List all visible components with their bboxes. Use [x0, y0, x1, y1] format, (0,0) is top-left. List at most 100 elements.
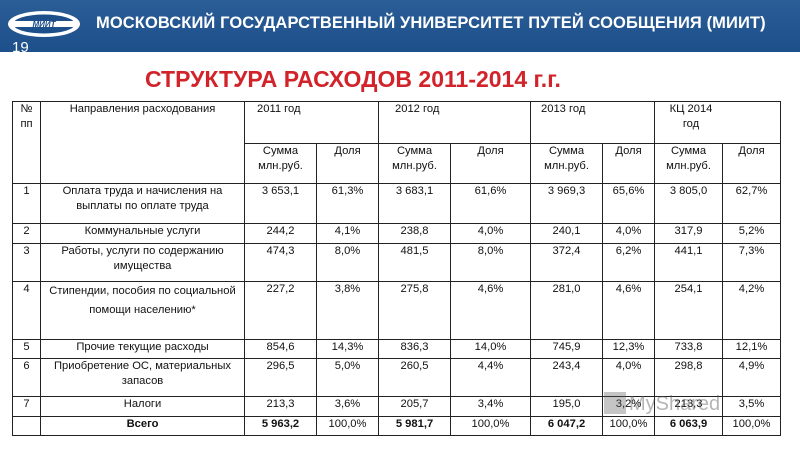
cell: 14,3%: [315, 339, 380, 359]
cell: 3,5%: [722, 396, 782, 417]
header-share: Доля: [722, 143, 782, 184]
table-subheader-row: Сумма млн.руб. Доля Сумма млн.руб. Доля …: [13, 143, 782, 184]
expense-table: № пп Направления расходования 2011 год 2…: [12, 101, 782, 436]
header-sum: Сумма млн.руб.: [244, 143, 317, 184]
university-title: МОСКОВСКИЙ ГОСУДАРСТВЕННЫЙ УНИВЕРСИТЕТ П…: [96, 14, 766, 32]
cell: 3,2%: [602, 396, 656, 417]
header-bar: МИИТ 19 МОСКОВСКИЙ ГОСУДАРСТВЕННЫЙ УНИВЕ…: [0, 0, 800, 56]
cell: 281,0: [530, 281, 604, 340]
row-num: 5: [12, 339, 41, 359]
total-label: Всего: [40, 416, 245, 436]
header-year-2014: КЦ 2014 год: [654, 101, 782, 144]
cell: 6,2%: [602, 243, 656, 282]
header-num: № пп: [12, 101, 41, 184]
cell: 3,4%: [450, 396, 532, 417]
row-name: Стипендии, пособия по социальной помощи …: [40, 281, 245, 340]
cell: 100,0%: [450, 416, 532, 436]
cell: 441,1: [654, 243, 724, 282]
cell: 243,4: [530, 358, 604, 397]
header-year-2013: 2013 год: [530, 101, 656, 144]
total-num: [12, 416, 41, 436]
cell: 12,1%: [722, 339, 782, 359]
cell: 5 963,2: [244, 416, 317, 436]
cell: 14,0%: [450, 339, 532, 359]
header-year-2012: 2012 год: [378, 101, 532, 144]
cell: 474,3: [244, 243, 317, 282]
cell: 8,0%: [450, 243, 532, 282]
row-name: Коммунальные услуги: [40, 223, 245, 244]
total-row: Всего 5 963,2 100,0% 5 981,7 100,0% 6 047,…: [12, 416, 782, 436]
slide-number: 19: [12, 39, 29, 56]
cell: 317,9: [654, 223, 724, 244]
cell: 244,2: [244, 223, 317, 244]
miit-logo: МИИТ: [8, 11, 80, 37]
row-num: 3: [12, 243, 41, 282]
cell: 260,5: [378, 358, 452, 397]
cell: 5,2%: [722, 223, 782, 244]
cell: 481,5: [378, 243, 452, 282]
cell: 836,3: [378, 339, 452, 359]
cell: 4,4%: [450, 358, 532, 397]
cell: 61,3%: [315, 183, 380, 224]
cell: 61,6%: [450, 183, 532, 224]
logo-text: МИИТ: [32, 20, 56, 29]
header-direction: Направления расходования: [40, 101, 245, 184]
cell: 227,2: [244, 281, 317, 340]
cell: 62,7%: [722, 183, 782, 224]
cell: 3 683,1: [378, 183, 452, 224]
cell: 296,5: [244, 358, 317, 397]
row-name: Работы, услуги по содержанию имущества: [40, 243, 245, 282]
cell: 238,8: [378, 223, 452, 244]
cell: 213,3: [244, 396, 317, 417]
cell: 4,1%: [315, 223, 380, 244]
row-name: Налоги: [40, 396, 245, 417]
row-num: 1: [12, 183, 41, 224]
cell: 12,3%: [602, 339, 656, 359]
cell: 100,0%: [722, 416, 782, 436]
cell: 4,2%: [722, 281, 782, 340]
table-row: 6 Приобретение ОС, материальных запасов …: [12, 358, 782, 397]
cell: 6 063,9: [654, 416, 724, 436]
header-sum: Сумма млн.руб.: [530, 143, 604, 184]
cell: 100,0%: [602, 416, 656, 436]
cell: 205,7: [378, 396, 452, 417]
table-row: 1 Оплата труда и начисления на выплаты п…: [12, 183, 782, 224]
row-name: Оплата труда и начисления на выплаты по …: [40, 183, 245, 224]
cell: 4,6%: [450, 281, 532, 340]
table-row: 7 Налоги 213,3 3,6% 205,7 3,4% 195,0 3,2% 2…: [12, 396, 782, 417]
cell: 5,0%: [315, 358, 380, 397]
cell: 733,8: [654, 339, 724, 359]
row-num: 4: [12, 281, 41, 340]
header-sum: Сумма млн.руб.: [654, 143, 724, 184]
table-header-row: № пп Направления расходования 2011 год 2…: [12, 101, 782, 184]
cell: 3 805,0: [654, 183, 724, 224]
cell: 6 047,2: [530, 416, 604, 436]
cell: 254,1: [654, 281, 724, 340]
table-row: 5 Прочие текущие расходы 854,6 14,3% 836,…: [12, 339, 782, 359]
cell: 5 981,7: [378, 416, 452, 436]
cell: 4,9%: [722, 358, 782, 397]
slide-title: СТРУКТУРА РАСХОДОВ 2011-2014 г.г.: [145, 66, 561, 92]
table-row: 4 Стипендии, пособия по социальной помощ…: [12, 281, 782, 340]
cell: 100,0%: [315, 416, 380, 436]
cell: 7,3%: [722, 243, 782, 282]
cell: 372,4: [530, 243, 604, 282]
cell: 298,8: [654, 358, 724, 397]
cell: 213,3: [654, 396, 724, 417]
cell: 3,8%: [315, 281, 380, 340]
row-name: Приобретение ОС, материальных запасов: [40, 358, 245, 397]
cell: 195,0: [530, 396, 604, 417]
header-share: Доля: [315, 143, 380, 184]
table-row: 2 Коммунальные услуги 244,2 4,1% 238,8 4,0…: [12, 223, 782, 244]
cell: 4,0%: [602, 358, 656, 397]
row-num: 6: [12, 358, 41, 397]
header-sum: Сумма млн.руб.: [378, 143, 452, 184]
cell: 240,1: [530, 223, 604, 244]
header-share: Доля: [450, 143, 532, 184]
table-row: 3 Работы, услуги по содержанию имущества…: [12, 243, 782, 282]
cell: 4,0%: [602, 223, 656, 244]
cell: 745,9: [530, 339, 604, 359]
cell: 8,0%: [315, 243, 380, 282]
header-year-2011: 2011 год: [243, 101, 380, 144]
cell: 4,0%: [450, 223, 532, 244]
